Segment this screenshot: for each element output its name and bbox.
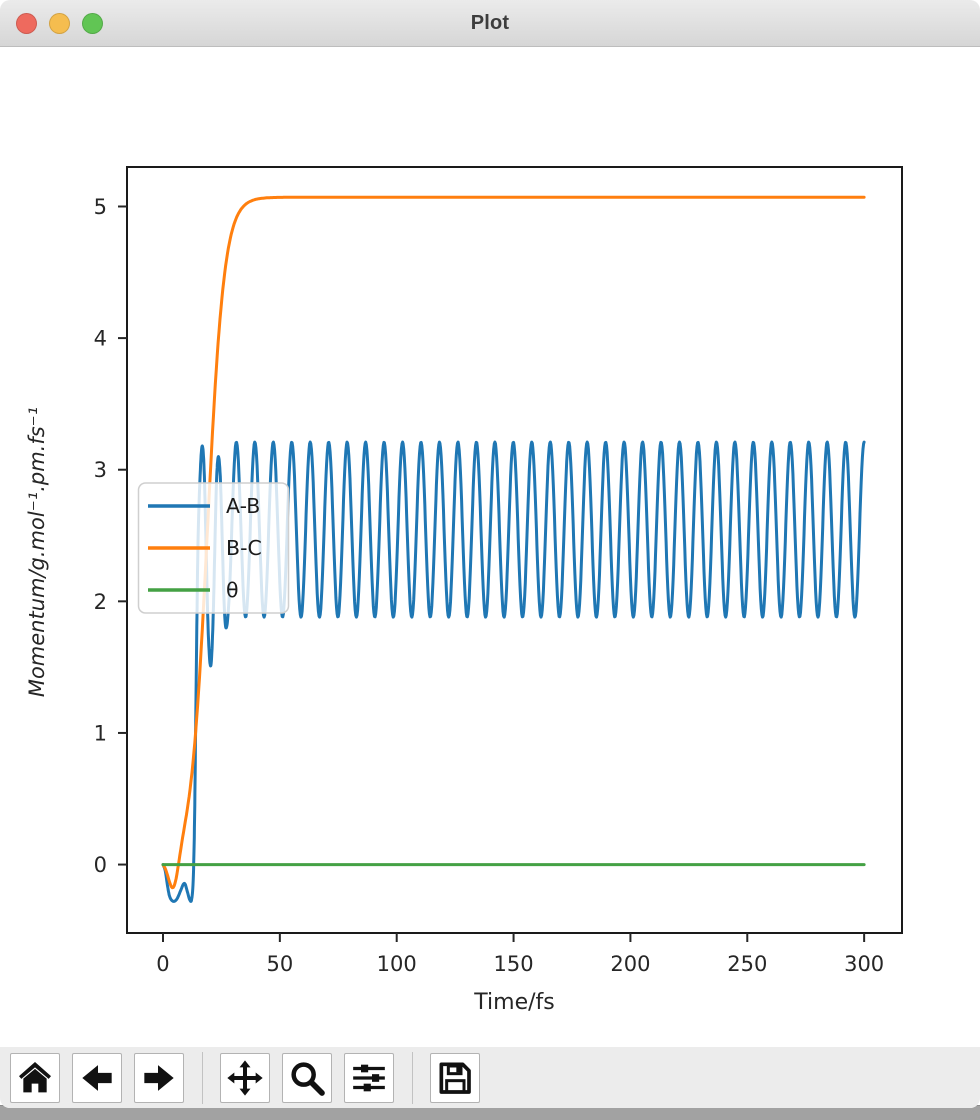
navigation-toolbar xyxy=(0,1047,980,1108)
close-button[interactable] xyxy=(16,12,37,34)
svg-text:300: 300 xyxy=(844,952,884,976)
zoom-rect-button[interactable] xyxy=(282,1052,332,1103)
svg-text:0: 0 xyxy=(156,952,169,976)
legend-label-theta: θ xyxy=(226,578,239,602)
save-button[interactable] xyxy=(430,1052,480,1103)
magnifier-icon xyxy=(291,1061,325,1096)
configure-subplots-button[interactable] xyxy=(344,1052,394,1103)
floppy-disk-icon xyxy=(439,1062,471,1094)
svg-text:0: 0 xyxy=(94,853,107,877)
x-axis-ticks: 0 50 100 150 200 250 300 xyxy=(156,933,884,976)
svg-text:150: 150 xyxy=(494,952,534,976)
legend-label-bc: B-C xyxy=(226,536,262,560)
figure-canvas[interactable]: 0 50 100 150 200 250 300 0 1 2 3 4 5 Time/fs Moment… xyxy=(0,47,980,1047)
y-axis-label: Momentum/g.mol⁻¹.pm.fs⁻¹ xyxy=(25,407,49,697)
back-button[interactable] xyxy=(72,1052,122,1103)
plot-svg[interactable]: 0 50 100 150 200 250 300 0 1 2 3 4 5 Time/fs Moment… xyxy=(0,47,980,1047)
titlebar[interactable]: Plot xyxy=(0,0,980,47)
legend-label-ab: A-B xyxy=(226,494,260,518)
legend: A-B B-C θ xyxy=(137,482,290,614)
curve-B-C xyxy=(161,195,866,890)
svg-text:2: 2 xyxy=(94,590,107,614)
home-icon xyxy=(19,1061,51,1092)
minimize-button[interactable] xyxy=(49,12,70,34)
zoom-window-button[interactable] xyxy=(82,12,103,34)
svg-text:4: 4 xyxy=(94,327,107,351)
svg-text:200: 200 xyxy=(610,952,650,976)
svg-text:250: 250 xyxy=(727,952,767,976)
traffic-lights xyxy=(16,0,103,46)
svg-text:5: 5 xyxy=(94,195,107,219)
home-button[interactable] xyxy=(10,1052,60,1103)
forward-button[interactable] xyxy=(134,1052,184,1103)
y-axis-ticks: 0 1 2 3 4 5 xyxy=(94,195,127,877)
svg-text:3: 3 xyxy=(94,458,107,482)
x-axis-label: Time/fs xyxy=(473,990,554,1015)
toolbar-separator xyxy=(412,1051,413,1104)
toolbar-separator xyxy=(202,1051,203,1104)
legend-box xyxy=(137,482,290,614)
move-cross-icon xyxy=(227,1059,263,1096)
sliders-icon xyxy=(353,1064,385,1091)
svg-text:50: 50 xyxy=(266,952,293,976)
svg-text:100: 100 xyxy=(377,952,417,976)
arrow-right-icon xyxy=(144,1064,174,1091)
pan-button[interactable] xyxy=(220,1052,270,1103)
svg-text:1: 1 xyxy=(94,721,107,745)
window-title: Plot xyxy=(470,11,510,34)
arrow-left-icon xyxy=(82,1064,112,1091)
